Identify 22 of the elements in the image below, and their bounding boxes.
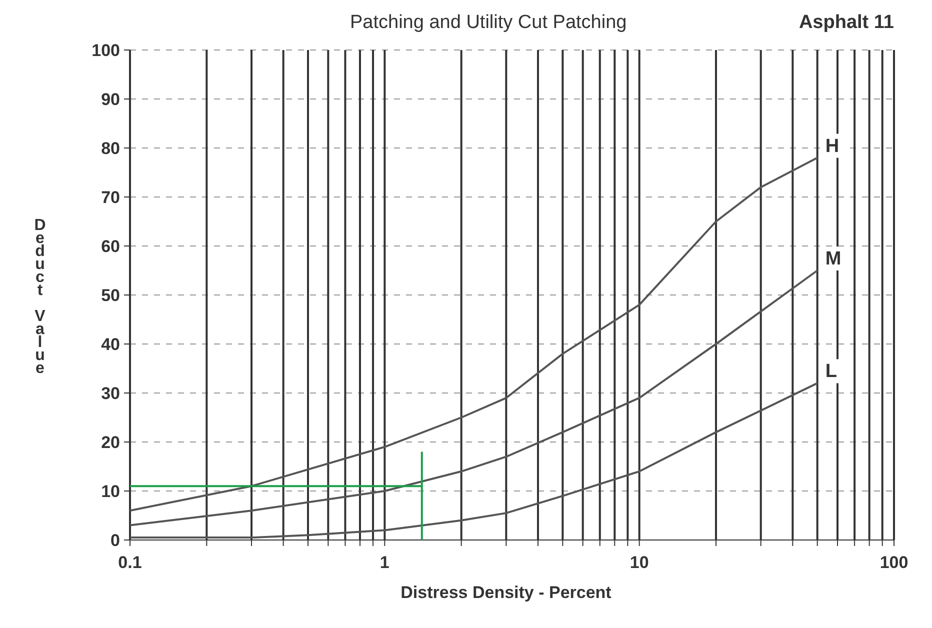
y-tick-label: 70 bbox=[101, 188, 120, 207]
y-tick-label: 60 bbox=[101, 237, 120, 256]
y-tick-label: 100 bbox=[92, 41, 120, 60]
x-tick-label: 0.1 bbox=[118, 553, 142, 572]
series-label: M bbox=[825, 248, 842, 270]
series-label: H bbox=[825, 136, 840, 157]
series-label: L bbox=[825, 361, 838, 382]
x-tick-label: 100 bbox=[880, 553, 908, 572]
chart-title: Patching and Utility Cut Patching bbox=[350, 12, 627, 33]
y-axis-title: Deduct Value bbox=[32, 217, 48, 374]
y-tick-label: 40 bbox=[101, 335, 120, 354]
y-tick-label: 80 bbox=[101, 139, 120, 158]
y-tick-label: 50 bbox=[101, 286, 120, 305]
y-tick-label: 90 bbox=[101, 90, 120, 109]
x-axis-title: Distress Density - Percent bbox=[400, 583, 612, 602]
y-tick-label: 10 bbox=[101, 482, 120, 501]
x-tick-label: 10 bbox=[630, 553, 649, 572]
chart-subtitle: Asphalt 11 bbox=[798, 12, 894, 33]
x-tick-label: 1 bbox=[380, 553, 390, 572]
y-tick-label: 0 bbox=[110, 531, 120, 550]
y-tick-label: 20 bbox=[101, 433, 120, 452]
y-tick-label: 30 bbox=[101, 384, 120, 403]
